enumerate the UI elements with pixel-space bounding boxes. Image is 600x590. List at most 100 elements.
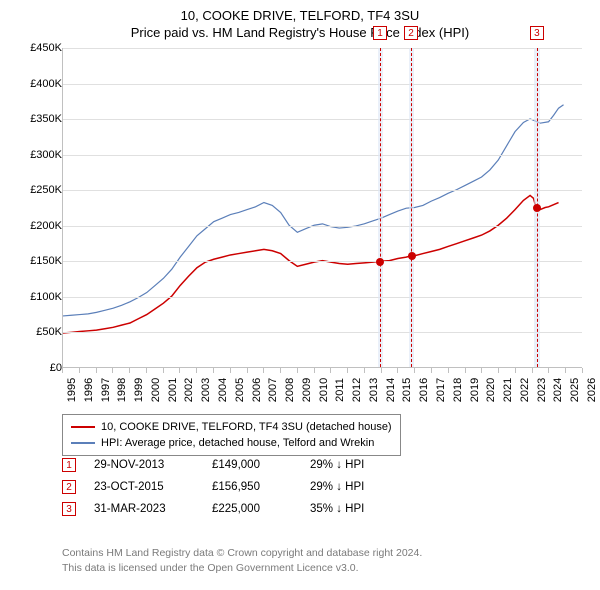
- y-tick-label: £350K: [30, 113, 62, 125]
- y-tick-label: £300K: [30, 149, 62, 161]
- x-tick-mark: [565, 368, 566, 373]
- y-tick-label: £100K: [30, 291, 62, 303]
- x-tick-mark: [314, 368, 315, 373]
- x-tick-mark: [230, 368, 231, 373]
- legend-swatch: [71, 426, 95, 428]
- x-tick-mark: [79, 368, 80, 373]
- x-tick-mark: [582, 368, 583, 373]
- x-tick-mark: [297, 368, 298, 373]
- gridline: [63, 261, 582, 262]
- events-table: 129-NOV-2013£149,00029% ↓ HPI223-OCT-201…: [62, 458, 390, 524]
- event-vline: [411, 48, 412, 367]
- x-tick-label: 1995: [66, 378, 78, 402]
- event-price: £225,000: [212, 503, 292, 515]
- x-tick-mark: [146, 368, 147, 373]
- x-tick-label: 2003: [200, 378, 212, 402]
- x-tick-mark: [129, 368, 130, 373]
- x-tick-label: 2012: [351, 378, 363, 402]
- event-price: £149,000: [212, 459, 292, 471]
- x-tick-mark: [515, 368, 516, 373]
- footer-line2: This data is licensed under the Open Gov…: [62, 561, 422, 576]
- gridline: [63, 332, 582, 333]
- x-tick-mark: [397, 368, 398, 373]
- x-tick-mark: [263, 368, 264, 373]
- x-tick-label: 2001: [167, 378, 179, 402]
- series-line-hpi: [63, 105, 564, 316]
- x-tick-label: 2013: [368, 378, 380, 402]
- legend-label: HPI: Average price, detached house, Telf…: [101, 435, 374, 451]
- x-tick-mark: [481, 368, 482, 373]
- gridline: [63, 190, 582, 191]
- event-marker-badge: 3: [62, 502, 76, 516]
- footer: Contains HM Land Registry data © Crown c…: [62, 546, 422, 575]
- x-tick-label: 2017: [435, 378, 447, 402]
- x-tick-mark: [96, 368, 97, 373]
- x-tick-label: 2011: [334, 378, 346, 402]
- sale-point: [408, 252, 416, 260]
- page-container: 10, COOKE DRIVE, TELFORD, TF4 3SU Price …: [0, 0, 600, 590]
- x-tick-mark: [62, 368, 63, 373]
- x-tick-mark: [431, 368, 432, 373]
- y-axis: £0£50K£100K£150K£200K£250K£300K£350K£400…: [10, 48, 62, 368]
- y-tick-label: £250K: [30, 184, 62, 196]
- x-tick-mark: [548, 368, 549, 373]
- gridline: [63, 226, 582, 227]
- event-date: 31-MAR-2023: [94, 503, 194, 515]
- x-tick-label: 2014: [385, 378, 397, 402]
- x-tick-mark: [163, 368, 164, 373]
- x-tick-mark: [448, 368, 449, 373]
- legend-label: 10, COOKE DRIVE, TELFORD, TF4 3SU (detac…: [101, 419, 392, 435]
- x-tick-label: 1996: [83, 378, 95, 402]
- marker-badge: 3: [530, 26, 544, 40]
- plot-area: 123: [62, 48, 582, 368]
- y-tick-label: £150K: [30, 255, 62, 267]
- event-row: 223-OCT-2015£156,95029% ↓ HPI: [62, 480, 390, 494]
- x-tick-mark: [280, 368, 281, 373]
- y-tick-label: £200K: [30, 220, 62, 232]
- x-tick-mark: [213, 368, 214, 373]
- marker-badge: 2: [404, 26, 418, 40]
- x-tick-label: 2009: [301, 378, 313, 402]
- legend: 10, COOKE DRIVE, TELFORD, TF4 3SU (detac…: [62, 414, 401, 456]
- sale-point: [376, 258, 384, 266]
- x-tick-mark: [112, 368, 113, 373]
- x-tick-mark: [498, 368, 499, 373]
- event-date: 29-NOV-2013: [94, 459, 194, 471]
- x-tick-mark: [347, 368, 348, 373]
- chart-subtitle: Price paid vs. HM Land Registry's House …: [0, 25, 600, 40]
- x-tick-label: 2000: [150, 378, 162, 402]
- series-line-price_paid: [63, 195, 559, 333]
- gridline: [63, 48, 582, 49]
- x-tick-label: 2010: [318, 378, 330, 402]
- x-tick-label: 2018: [452, 378, 464, 402]
- event-diff: 29% ↓ HPI: [310, 459, 390, 471]
- x-tick-mark: [532, 368, 533, 373]
- x-tick-mark: [247, 368, 248, 373]
- event-row: 1 29-NOV-2013 £149,000 29% ↓ HPI: [62, 458, 390, 472]
- y-tick-label: £400K: [30, 78, 62, 90]
- x-tick-mark: [179, 368, 180, 373]
- event-marker-badge: 1: [62, 458, 76, 472]
- x-tick-label: 1999: [133, 378, 145, 402]
- footer-line1: Contains HM Land Registry data © Crown c…: [62, 546, 422, 561]
- y-tick-label: £0: [50, 362, 62, 374]
- x-tick-label: 2020: [485, 378, 497, 402]
- x-tick-mark: [414, 368, 415, 373]
- x-tick-label: 2015: [401, 378, 413, 402]
- x-tick-label: 2006: [251, 378, 263, 402]
- event-diff: 29% ↓ HPI: [310, 481, 390, 493]
- chart-svg: [63, 48, 582, 367]
- gridline: [63, 119, 582, 120]
- x-tick-label: 2021: [502, 378, 514, 402]
- x-tick-label: 2016: [418, 378, 430, 402]
- legend-row: 10, COOKE DRIVE, TELFORD, TF4 3SU (detac…: [71, 419, 392, 435]
- event-diff: 35% ↓ HPI: [310, 503, 390, 515]
- gridline: [63, 297, 582, 298]
- x-tick-label: 2024: [552, 378, 564, 402]
- x-tick-mark: [196, 368, 197, 373]
- x-tick-label: 1997: [100, 378, 112, 402]
- x-axis: 1995199619971998199920002001200220032004…: [62, 368, 582, 408]
- x-tick-mark: [364, 368, 365, 373]
- legend-row: HPI: Average price, detached house, Telf…: [71, 435, 392, 451]
- x-tick-label: 2008: [284, 378, 296, 402]
